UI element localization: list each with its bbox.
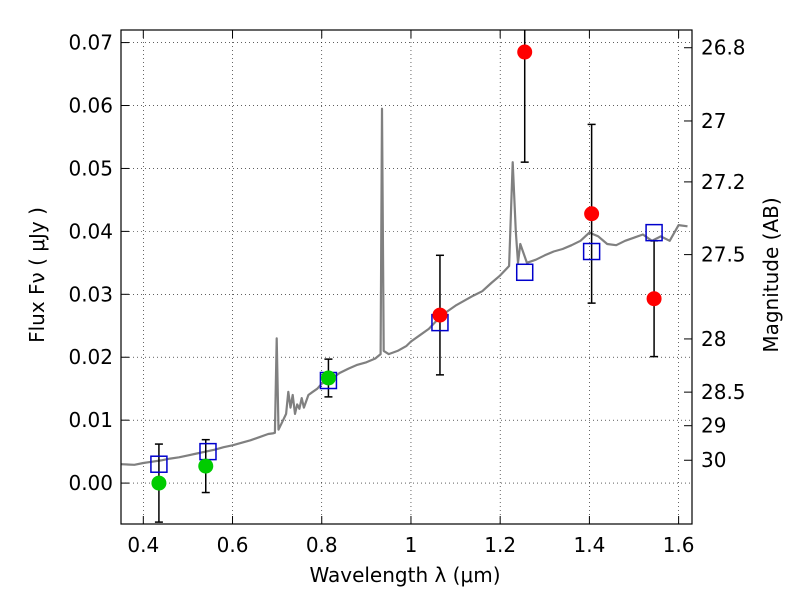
y-tick-label: 0.07 xyxy=(68,31,113,55)
mag-tick-label: 27.2 xyxy=(701,170,746,194)
observed-point-marker xyxy=(151,475,167,491)
grid-layer xyxy=(121,30,692,524)
x-tick-label: 1.2 xyxy=(484,533,516,557)
mag-tick-label: 30 xyxy=(701,448,726,472)
y-tick-label: 0.00 xyxy=(68,471,113,495)
axis-layer: 0.4 0.6 0.8 1 1.2 1.4 1.6 0.00 0.01 0.02 0.03 0.04 0… xyxy=(68,29,746,557)
observed-point-marker xyxy=(198,458,214,474)
y-tick-label: 0.03 xyxy=(68,282,113,306)
mag-tick-label: 29 xyxy=(701,414,726,438)
model-square-marker xyxy=(582,242,601,261)
observed-point-marker xyxy=(320,370,336,386)
observed-point-marker xyxy=(517,44,533,60)
x-tick-label: 1.6 xyxy=(663,533,695,557)
observed-point-marker xyxy=(432,307,448,323)
y-tick-label: 0.05 xyxy=(68,156,113,180)
y-tick-label: 0.06 xyxy=(68,94,113,118)
model-square-layer xyxy=(150,223,663,473)
x-tick-label: 0.8 xyxy=(306,533,338,557)
observed-point-marker xyxy=(584,206,600,222)
mag-tick-label: 28 xyxy=(701,327,726,351)
y-axis-label: Flux Fν ( μJy ) xyxy=(25,207,49,343)
mag-tick-label: 27 xyxy=(701,109,726,133)
y-tick-label: 0.04 xyxy=(68,219,113,243)
x-axis-label: Wavelength λ (μm) xyxy=(309,563,500,587)
y-tick-label: 0.02 xyxy=(68,345,113,369)
model-square-marker xyxy=(645,223,663,242)
observed-point-marker xyxy=(646,291,662,307)
mag-tick-label: 27.5 xyxy=(701,243,746,267)
plot-frame xyxy=(120,29,693,525)
mag-tick-label: 26.8 xyxy=(701,36,746,60)
model-square-marker xyxy=(150,455,168,473)
x-tick-label: 1 xyxy=(405,533,418,557)
model-square-marker xyxy=(515,263,534,282)
errorbar-layer xyxy=(154,30,659,523)
observed-point-layer xyxy=(151,44,662,491)
y-axis-right-label: Magnitude (AB) xyxy=(759,197,783,352)
x-tick-label: 1.4 xyxy=(573,533,605,557)
x-tick-label: 0.4 xyxy=(127,533,159,557)
spectrum-line xyxy=(120,107,688,466)
spectrum-layer xyxy=(120,107,688,466)
y-tick-label: 0.01 xyxy=(68,408,113,432)
x-tick-label: 0.6 xyxy=(217,533,249,557)
mag-tick-label: 28.5 xyxy=(701,380,746,404)
